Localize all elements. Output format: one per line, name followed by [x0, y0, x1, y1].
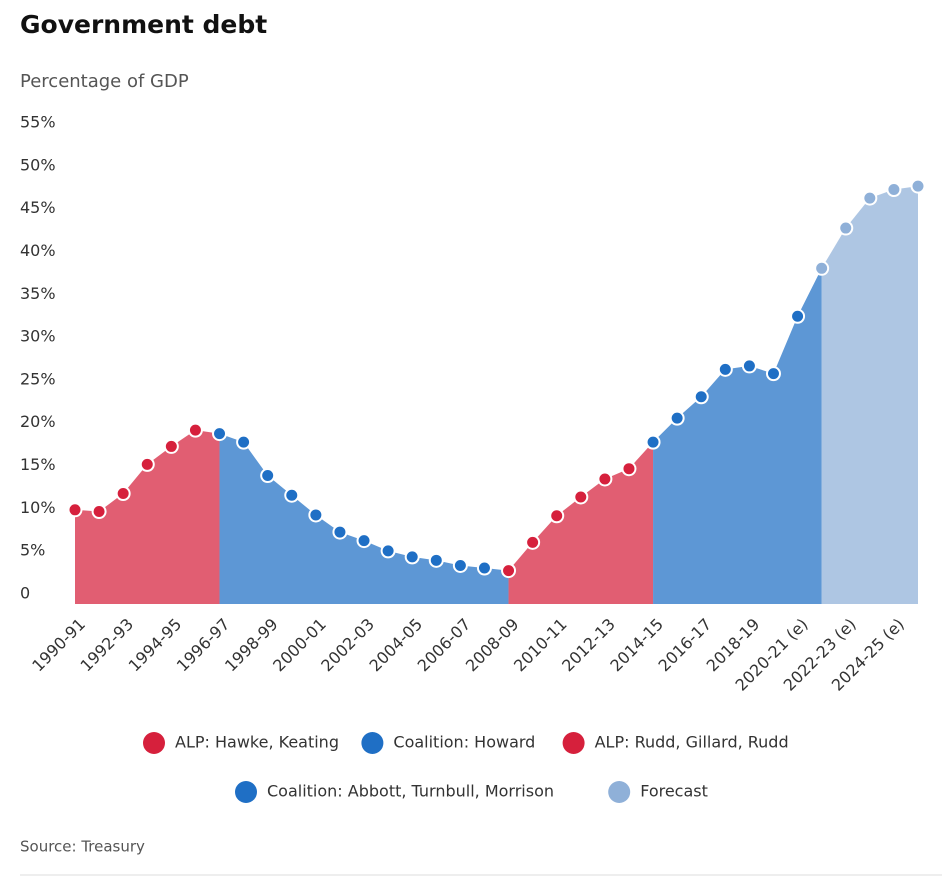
chart-subtitle: Percentage of GDP: [20, 71, 189, 92]
y-tick-label: 5%: [20, 541, 45, 560]
data-point: [212, 426, 228, 442]
area: [821, 186, 918, 604]
legend-label: Coalition: Howard: [393, 733, 535, 752]
data-point: [525, 534, 541, 550]
data-point: [260, 468, 276, 484]
source: Source: Treasury: [20, 838, 145, 856]
data-point: [573, 489, 589, 505]
y-tick-label: 20%: [20, 412, 56, 431]
data-point: [621, 461, 637, 477]
data-point: [452, 557, 468, 573]
legend-marker: [143, 732, 165, 754]
data-point: [163, 438, 179, 454]
y-tick-label: 45%: [20, 198, 56, 217]
y-tick-label: 40%: [20, 241, 56, 260]
data-point: [332, 524, 348, 540]
data-point: [669, 410, 685, 426]
data-point: [115, 486, 131, 502]
data-point: [501, 563, 517, 579]
data-point: [790, 308, 806, 324]
y-tick-label: 15%: [20, 455, 56, 474]
data-point: [862, 190, 878, 206]
legend-marker: [361, 732, 384, 754]
areas: [75, 186, 918, 604]
data-point: [814, 260, 830, 276]
data-point: [476, 560, 492, 576]
data-point: [284, 487, 300, 503]
data-point: [67, 502, 83, 518]
legend-label: Forecast: [640, 782, 708, 801]
area: [508, 442, 654, 604]
y-tick-label: 10%: [20, 498, 56, 517]
y-tick-label: 55%: [20, 113, 56, 132]
data-point: [549, 508, 565, 524]
data-point: [428, 552, 444, 568]
y-tick-label: 50%: [20, 155, 56, 174]
data-point: [380, 543, 396, 559]
data-point: [717, 361, 733, 377]
y-tick-label: 0: [20, 584, 30, 603]
legend-label: ALP: Hawke, Keating: [175, 733, 339, 752]
legend-label: Coalition: Abbott, Turnbull, Morrison: [267, 782, 554, 801]
legend-marker: [562, 732, 585, 754]
y-tick-label: 30%: [20, 327, 56, 346]
legend-label: ALP: Rudd, Gillard, Rudd: [595, 733, 789, 752]
y-tick-label: 25%: [20, 369, 56, 388]
data-point: [838, 220, 854, 236]
dots: [67, 178, 926, 579]
data-point: [886, 182, 902, 198]
data-point: [597, 471, 613, 487]
legend-marker: [608, 781, 631, 803]
data-point: [308, 507, 324, 523]
legend-marker: [235, 781, 257, 803]
data-point: [139, 456, 155, 472]
data-point: [765, 366, 781, 382]
area: [219, 433, 509, 604]
data-point: [910, 178, 926, 194]
data-point: [236, 434, 252, 450]
data-point: [91, 504, 107, 520]
data-point: [187, 422, 203, 438]
area: [653, 268, 822, 604]
data-point: [645, 434, 661, 450]
y-tick-label: 35%: [20, 284, 56, 303]
area: [75, 430, 220, 604]
chart-title: Government debt: [20, 10, 267, 39]
data-point: [741, 358, 757, 374]
data-point: [693, 389, 709, 405]
data-point: [356, 533, 372, 549]
data-point: [404, 549, 420, 565]
